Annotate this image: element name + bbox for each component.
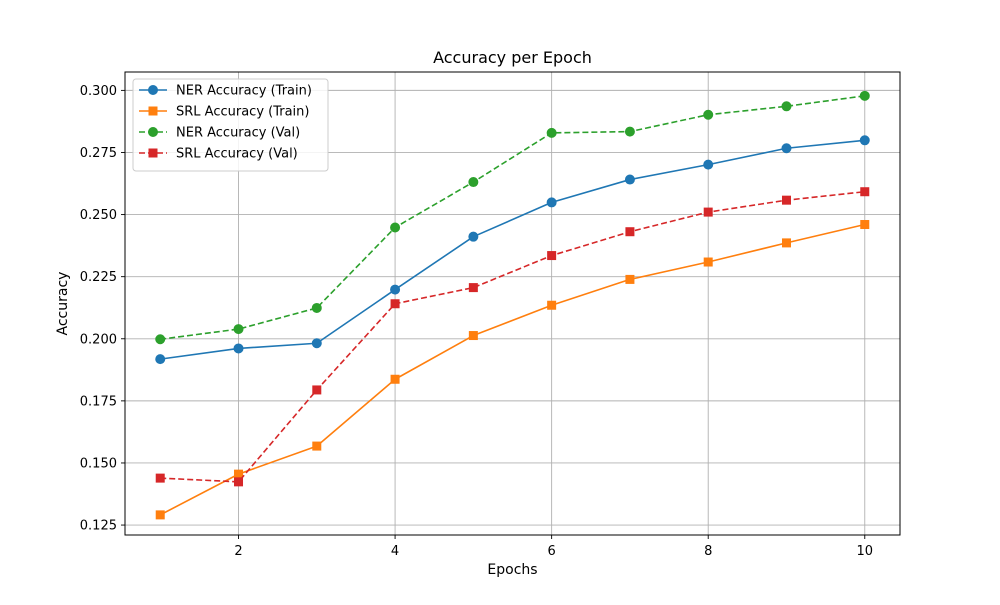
data-point <box>311 302 322 313</box>
x-tick-label: 8 <box>704 544 712 559</box>
data-point <box>546 197 557 208</box>
legend-label: NER Accuracy (Train) <box>176 84 312 99</box>
data-point <box>312 441 322 451</box>
legend-marker <box>148 85 158 95</box>
data-point <box>547 300 557 310</box>
legend: NER Accuracy (Train) SRL Accuracy (Train)… <box>132 78 329 172</box>
series-group <box>155 220 870 520</box>
legend-marker <box>148 106 158 116</box>
series-lines <box>155 90 870 520</box>
data-point <box>155 354 166 365</box>
data-point <box>233 324 244 335</box>
data-point <box>234 469 244 479</box>
legend-item: SRL Accuracy (Train) <box>139 105 309 120</box>
data-point <box>860 220 870 230</box>
legend-label: SRL Accuracy (Val) <box>176 147 298 162</box>
y-tick-label: 0.150 <box>80 456 117 471</box>
data-point <box>233 343 244 354</box>
legend-marker <box>148 127 158 137</box>
data-point <box>312 385 322 395</box>
legend-item: SRL Accuracy (Val) <box>139 147 298 162</box>
y-tick-label: 0.300 <box>80 84 117 99</box>
data-point <box>625 227 635 237</box>
data-point <box>234 477 244 487</box>
data-point <box>703 257 713 267</box>
data-point <box>859 135 870 146</box>
data-point <box>624 126 635 137</box>
data-point <box>781 143 792 154</box>
x-axis-title: Epochs <box>487 562 537 578</box>
data-point <box>859 90 870 101</box>
plot-area-frame <box>124 71 901 536</box>
data-point <box>390 374 400 384</box>
series-line <box>159 223 865 516</box>
data-point <box>781 195 791 205</box>
y-tick-label: 0.175 <box>80 394 117 409</box>
data-point <box>390 222 401 233</box>
y-tick-label: 0.200 <box>80 332 117 347</box>
series-line <box>160 190 865 483</box>
data-point <box>468 283 478 293</box>
axis-ticks: 2 4 6 8 10 0.125 0.150 0.175 0.200 0.225 0.250 0.27… <box>80 84 873 559</box>
x-tick-label: 4 <box>391 544 399 559</box>
legend-box <box>132 78 329 172</box>
data-point <box>468 231 479 242</box>
data-point <box>155 510 165 520</box>
series-line <box>160 139 865 360</box>
legend-label: NER Accuracy (Val) <box>176 126 300 141</box>
y-tick-label: 0.125 <box>80 519 117 534</box>
x-tick-label: 10 <box>856 544 873 559</box>
data-point <box>703 109 714 120</box>
series-line <box>160 95 865 341</box>
data-point <box>860 187 870 197</box>
data-point <box>546 127 557 138</box>
data-point <box>311 338 322 349</box>
data-point <box>547 251 557 261</box>
x-tick-label: 2 <box>234 544 242 559</box>
data-point <box>781 101 792 112</box>
data-point <box>624 174 635 185</box>
y-tick-label: 0.250 <box>80 208 117 223</box>
data-point <box>468 177 479 188</box>
data-point <box>468 331 478 341</box>
data-point <box>781 238 791 248</box>
data-point <box>703 159 714 170</box>
y-tick-label: 0.225 <box>80 270 117 285</box>
data-point <box>390 299 400 309</box>
y-tick-label: 0.275 <box>80 146 117 161</box>
data-point <box>390 284 401 295</box>
series-group <box>155 187 870 487</box>
legend-label: SRL Accuracy (Train) <box>176 105 309 120</box>
y-axis-title: Accuracy <box>55 272 71 336</box>
data-point <box>625 274 635 284</box>
legend-item: NER Accuracy (Train) <box>139 84 312 99</box>
series-group <box>155 135 870 365</box>
data-point <box>703 207 713 217</box>
legend-item: NER Accuracy (Val) <box>139 126 300 141</box>
data-point <box>155 334 166 345</box>
legend-marker <box>148 148 158 158</box>
data-point <box>155 473 165 483</box>
x-tick-label: 6 <box>548 544 556 559</box>
chart-title: Accuracy per Epoch <box>433 48 592 67</box>
series-group <box>155 90 870 345</box>
